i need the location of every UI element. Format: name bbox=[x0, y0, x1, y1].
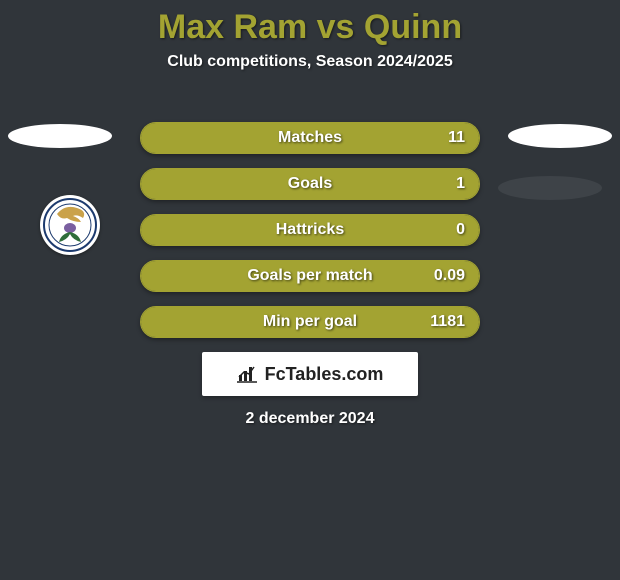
stat-bar: Matches11 bbox=[140, 122, 480, 154]
bar-chart-icon bbox=[237, 363, 259, 385]
page-title: Max Ram vs Quinn bbox=[0, 0, 620, 47]
date-text: 2 december 2024 bbox=[0, 410, 620, 428]
subtitle: Club competitions, Season 2024/2025 bbox=[0, 53, 620, 71]
stat-bar-value: 11 bbox=[448, 123, 465, 153]
stat-bar: Hattricks0 bbox=[140, 214, 480, 246]
stat-bar-label: Hattricks bbox=[141, 215, 479, 245]
decorative-oval-left bbox=[8, 124, 112, 148]
stat-bar: Goals1 bbox=[140, 168, 480, 200]
stat-bar-label: Goals bbox=[141, 169, 479, 199]
stat-bar-label: Matches bbox=[141, 123, 479, 153]
club-crest-icon bbox=[43, 198, 97, 252]
stat-bar-value: 1 bbox=[456, 169, 465, 199]
stats-bar-list: Matches11 Goals1 Hattricks0 Goals per match… bbox=[140, 122, 480, 352]
title-player2: Quinn bbox=[364, 8, 462, 46]
stat-bar-value: 0.09 bbox=[434, 261, 465, 291]
title-vs: vs bbox=[307, 8, 364, 46]
stat-bar-value: 1181 bbox=[430, 307, 465, 337]
brand-box: FcTables.com bbox=[202, 352, 418, 396]
decorative-oval-right-bottom bbox=[498, 176, 602, 200]
stat-bar: Min per goal1181 bbox=[140, 306, 480, 338]
decorative-oval-right-top bbox=[508, 124, 612, 148]
title-player1: Max Ram bbox=[158, 8, 307, 46]
stat-bar-value: 0 bbox=[456, 215, 465, 245]
stat-bar-label: Min per goal bbox=[141, 307, 479, 337]
brand-text: FcTables.com bbox=[265, 364, 384, 385]
stat-bar: Goals per match0.09 bbox=[140, 260, 480, 292]
stat-bar-label: Goals per match bbox=[141, 261, 479, 291]
club-badge bbox=[40, 195, 100, 255]
